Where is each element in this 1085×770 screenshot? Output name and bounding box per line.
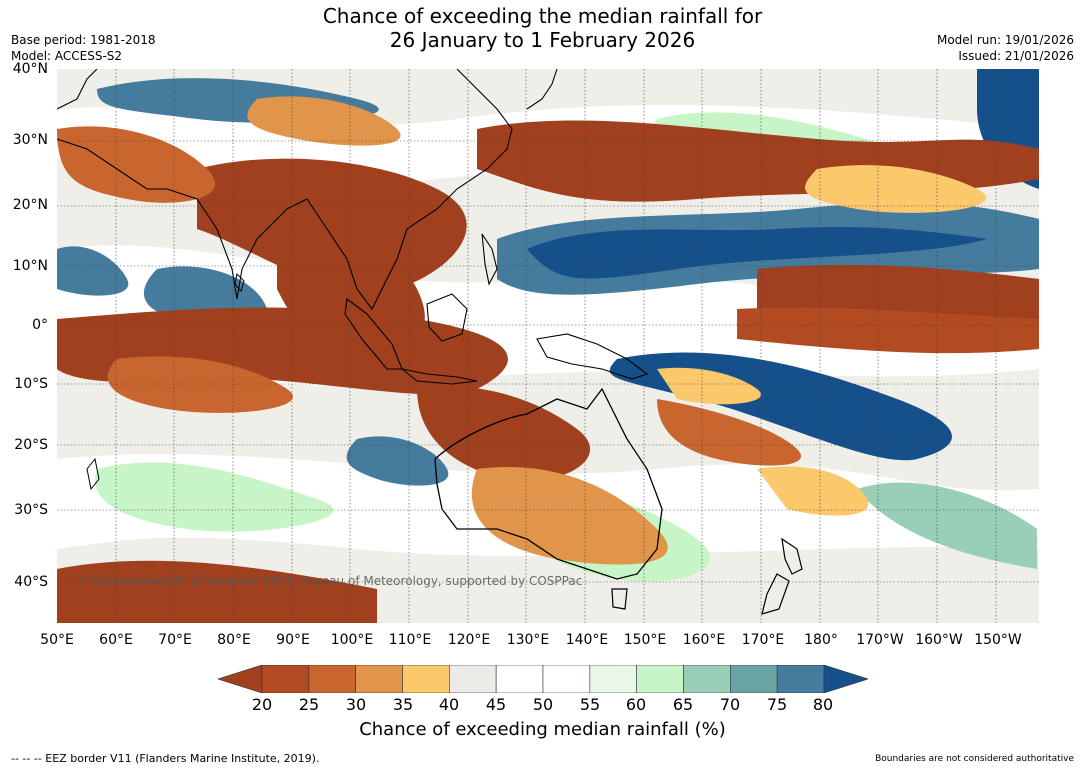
colorbar-cell: [261, 665, 310, 693]
colorbar-extend-high: [823, 665, 868, 693]
rainfall-map: [57, 69, 1039, 623]
lon-label: 60°E: [99, 632, 133, 648]
colorbar-tick: 50: [532, 695, 554, 714]
colorbar-extend-low: [218, 665, 263, 693]
lon-label: 140°E: [565, 632, 609, 648]
model-name: Model: ACCESS-S2: [11, 49, 123, 63]
colorbar-cell: [776, 665, 825, 693]
colorbar-tick: 40: [438, 695, 460, 714]
lon-label: 160°W: [915, 632, 963, 648]
lon-label: 170°W: [856, 632, 904, 648]
base-info: Base period: 1981-2018 Model: ACCESS-S2: [11, 32, 156, 64]
colorbar-tick: 20: [251, 695, 273, 714]
lon-label: 150°E: [623, 632, 667, 648]
colorbar-cell: [308, 665, 356, 693]
colorbar-label: Chance of exceeding median rainfall (%): [359, 719, 726, 740]
run-info: Model run: 19/01/2026 Issued: 21/01/2026: [937, 32, 1074, 64]
base-period: Base period: 1981-2018: [11, 33, 156, 47]
colorbar-tick: 80: [812, 695, 834, 714]
map-svg: [57, 69, 1039, 623]
lon-label: 170°E: [741, 632, 785, 648]
colorbar: [218, 665, 868, 693]
title-line-2: 26 January to 1 February 2026: [389, 28, 696, 52]
lat-label: 20°S: [14, 437, 48, 453]
lat-label: 20°N: [12, 197, 48, 213]
copyright-credit: © Commonwealth of Australia 2026, Bureau…: [77, 574, 583, 588]
colorbar-cell: [542, 665, 591, 693]
lon-label: 100°E: [330, 632, 374, 648]
lon-label: 90°E: [276, 632, 310, 648]
lon-label: 50°E: [40, 632, 74, 648]
colorbar-cell: [402, 665, 450, 693]
colorbar-cell: [495, 665, 544, 693]
issued-date: Issued: 21/01/2026: [958, 49, 1074, 63]
colorbar-tick: 30: [345, 695, 367, 714]
colorbar-cell: [636, 665, 684, 693]
lat-label: 0°: [32, 317, 48, 333]
model-run: Model run: 19/01/2026: [936, 33, 1074, 47]
lat-label: 40°N: [12, 61, 48, 77]
chart-title: Chance of exceeding the median rainfall …: [0, 4, 1085, 52]
colorbar-tick: 25: [298, 695, 320, 714]
colorbar-tick: 45: [485, 695, 507, 714]
lon-label: 70°E: [158, 632, 192, 648]
colorbar-cell: [730, 665, 778, 693]
lon-label: 180°: [804, 632, 838, 648]
colorbar-cell: [355, 665, 403, 693]
lon-label: 150°W: [974, 632, 1022, 648]
colorbar-tick: 65: [672, 695, 694, 714]
colorbar-cell: [683, 665, 731, 693]
lat-label: 30°N: [12, 132, 48, 148]
lon-label: 130°E: [506, 632, 550, 648]
lat-label: 40°S: [14, 574, 48, 590]
colorbar-tick: 70: [719, 695, 741, 714]
lon-label: 80°E: [217, 632, 251, 648]
lon-label: 120°E: [447, 632, 491, 648]
lon-label: 160°E: [682, 632, 726, 648]
lat-label: 10°N: [12, 258, 48, 274]
colorbar-cell: [449, 665, 497, 693]
boundaries-note: Boundaries are not considered authoritat…: [875, 754, 1074, 764]
lat-label: 30°S: [14, 502, 48, 518]
lon-label: 110°E: [388, 632, 432, 648]
colorbar-tick: 55: [579, 695, 601, 714]
colorbar-tick: 60: [625, 695, 647, 714]
colorbar-tick: 35: [392, 695, 414, 714]
eez-note: -- -- -- EEZ border V11 (Flanders Marine…: [11, 752, 320, 765]
lat-label: 10°S: [14, 376, 48, 392]
colorbar-tick: 75: [766, 695, 788, 714]
title-line-1: Chance of exceeding the median rainfall …: [322, 4, 763, 28]
colorbar-cell: [589, 665, 637, 693]
